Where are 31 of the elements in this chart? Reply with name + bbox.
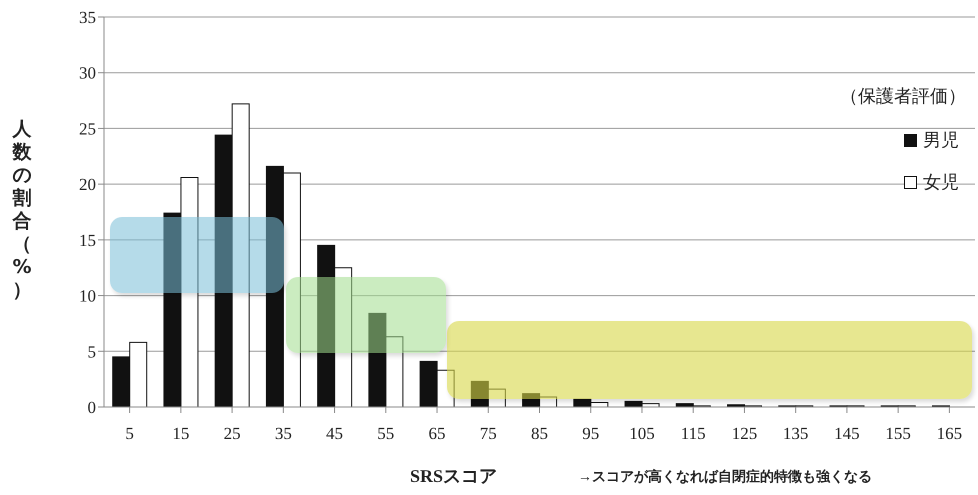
x-tick-label: 95 xyxy=(582,424,600,444)
legend-label: 女児 xyxy=(923,171,959,194)
y-tick-label: 30 xyxy=(79,64,96,83)
y-tick-label: 20 xyxy=(79,175,96,194)
y-tick-label: 15 xyxy=(79,230,96,250)
x-tick-label: 45 xyxy=(326,424,344,444)
x-tick-label: 135 xyxy=(782,424,808,444)
x-tick-label: 5 xyxy=(125,424,134,444)
x-tick-label: 55 xyxy=(377,424,394,444)
legend-title: （保護者評価） xyxy=(840,85,966,108)
x-tick-label: 65 xyxy=(428,424,446,444)
y-tick-label: 35 xyxy=(79,8,96,28)
x-tick-label: 145 xyxy=(834,424,860,444)
x-tick-label: 15 xyxy=(172,424,190,444)
y-tick-label: 0 xyxy=(88,398,96,418)
x-tick-label: 25 xyxy=(224,424,241,444)
y-tick-label: 10 xyxy=(79,286,96,306)
x-tick-label: 155 xyxy=(885,424,911,444)
x-tick-label: 105 xyxy=(629,424,655,444)
x-axis-title: SRSスコア xyxy=(410,465,498,488)
x-tick-label: 75 xyxy=(480,424,497,444)
y-tick-label: 25 xyxy=(79,119,96,138)
x-tick-label: 85 xyxy=(531,424,548,444)
y-axis-title: 人数の割合（%） xyxy=(11,118,33,302)
x-tick-label: 35 xyxy=(274,424,292,444)
text: →スコアが高くなれば自閉症的特徴も強くなる xyxy=(578,468,872,486)
x-tick-label: 165 xyxy=(936,424,962,444)
x-tick-label: 125 xyxy=(732,424,758,444)
x-tick-label: 115 xyxy=(680,424,706,444)
y-tick-label: 5 xyxy=(88,342,96,362)
legend-label: 男児 xyxy=(923,129,959,152)
